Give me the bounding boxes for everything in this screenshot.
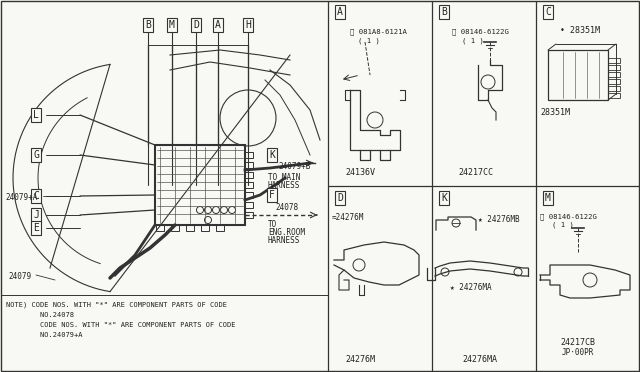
- Text: JP·00PR: JP·00PR: [562, 348, 594, 357]
- Text: ( 1 ): ( 1 ): [552, 222, 574, 228]
- Text: 24276M: 24276M: [345, 355, 375, 364]
- Text: G: G: [33, 150, 39, 160]
- Text: M: M: [169, 20, 175, 30]
- Bar: [245, 182, 253, 188]
- Text: TO: TO: [268, 220, 277, 229]
- Text: TO MAIN: TO MAIN: [268, 173, 300, 182]
- Text: C: C: [545, 7, 551, 17]
- Text: K: K: [269, 150, 275, 160]
- Text: NOTE) CODE NOS. WITH "*" ARE COMPONENT PARTS OF CODE: NOTE) CODE NOS. WITH "*" ARE COMPONENT P…: [6, 302, 227, 308]
- Text: ≂24276M: ≂24276M: [332, 213, 364, 222]
- Text: HARNESS: HARNESS: [268, 181, 300, 190]
- Text: ( 1 ): ( 1 ): [358, 37, 380, 44]
- Text: 24136V: 24136V: [345, 168, 375, 177]
- Bar: [245, 172, 253, 178]
- Bar: [216, 225, 224, 231]
- Text: E: E: [33, 223, 39, 233]
- Text: L: L: [33, 110, 39, 120]
- Bar: [608, 65, 620, 70]
- Text: Ⓡ 08146-6122G: Ⓡ 08146-6122G: [540, 213, 597, 219]
- Text: NO.24079+A: NO.24079+A: [6, 332, 83, 338]
- Text: 24079+B: 24079+B: [278, 162, 310, 171]
- Text: D: D: [337, 193, 343, 203]
- Text: B: B: [145, 20, 151, 30]
- Bar: [245, 202, 253, 208]
- Text: 24079: 24079: [8, 272, 31, 281]
- Bar: [201, 225, 209, 231]
- Bar: [608, 86, 620, 91]
- Text: ★ 24276MA: ★ 24276MA: [450, 283, 492, 292]
- Text: B: B: [441, 7, 447, 17]
- Bar: [155, 145, 245, 225]
- Text: 24217CC: 24217CC: [458, 168, 493, 177]
- Text: CODE NOS. WITH "*" ARE COMPONENT PARTS OF CODE: CODE NOS. WITH "*" ARE COMPONENT PARTS O…: [6, 322, 236, 328]
- Text: D: D: [193, 20, 199, 30]
- Text: J: J: [33, 210, 39, 220]
- Bar: [608, 72, 620, 77]
- Bar: [171, 225, 179, 231]
- Bar: [245, 162, 253, 168]
- Bar: [245, 152, 253, 158]
- Text: K: K: [441, 193, 447, 203]
- Text: H: H: [245, 20, 251, 30]
- Bar: [156, 225, 164, 231]
- Text: 24276MA: 24276MA: [463, 355, 497, 364]
- Bar: [608, 58, 620, 63]
- Bar: [245, 192, 253, 198]
- Bar: [186, 225, 194, 231]
- Text: A: A: [215, 20, 221, 30]
- Text: C: C: [33, 191, 39, 201]
- Text: HARNESS: HARNESS: [268, 236, 300, 245]
- Bar: [608, 79, 620, 84]
- Text: 24217CB: 24217CB: [561, 338, 595, 347]
- Text: Ⓑ 081A8-6121A: Ⓑ 081A8-6121A: [350, 28, 407, 35]
- Text: 24079+A: 24079+A: [5, 193, 37, 202]
- Text: Ⓑ 08146-6122G: Ⓑ 08146-6122G: [452, 28, 509, 35]
- Text: M: M: [545, 193, 551, 203]
- Bar: [245, 212, 253, 218]
- Text: 28351M: 28351M: [540, 108, 570, 117]
- Text: ( 1 ): ( 1 ): [462, 37, 484, 44]
- Text: NO.24078: NO.24078: [6, 312, 74, 318]
- Text: • 28351M: • 28351M: [560, 26, 600, 35]
- Text: F: F: [269, 190, 275, 200]
- Bar: [548, 50, 608, 100]
- Text: A: A: [337, 7, 343, 17]
- Bar: [608, 93, 620, 98]
- Text: 24078: 24078: [275, 203, 298, 212]
- Text: ★ 24276MB: ★ 24276MB: [478, 215, 520, 224]
- Text: ENG.ROOM: ENG.ROOM: [268, 228, 305, 237]
